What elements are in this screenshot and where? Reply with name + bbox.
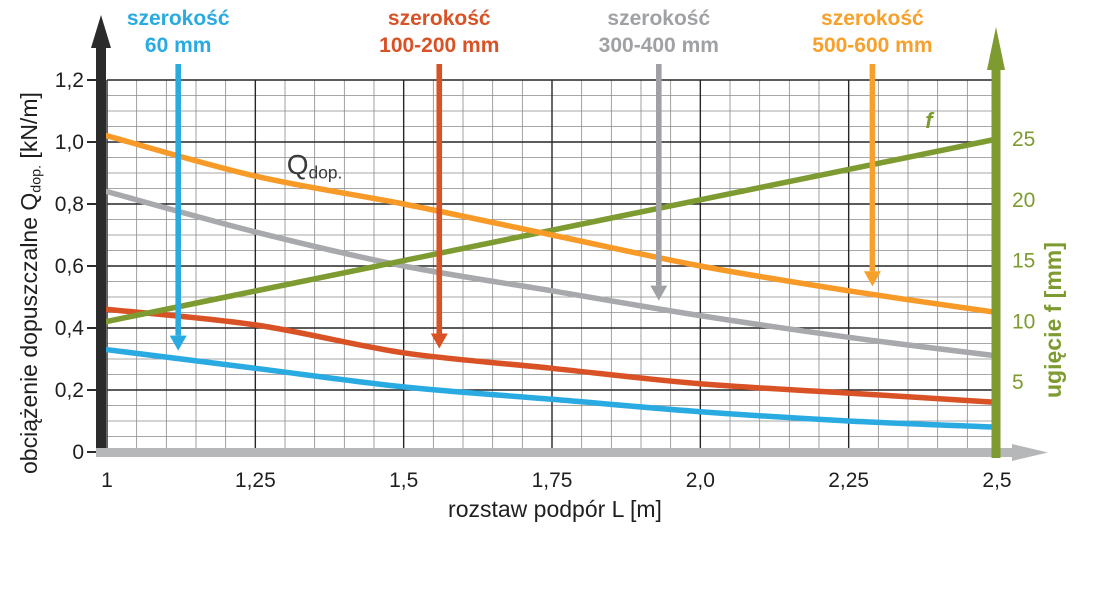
tick-labels: 0 0,2 0,4 0,6 0,8 1,0 1,2 1 1,25 1,5 1,75 2,0 2,25 2,… [55,69,1036,492]
svg-text:1,75: 1,75 [532,469,573,492]
y-axis-right [987,27,1005,458]
annotation-arrow-2 [650,64,668,301]
series-curve-4 [104,133,1000,316]
annotation-arrow-0 [169,64,187,351]
series-curve-1 [104,306,1000,406]
x-axis-baseline [96,444,1048,461]
svg-text:5: 5 [1012,371,1024,394]
svg-text:25: 25 [1012,128,1035,151]
annotation-arrow-3 [863,64,881,287]
svg-text:1: 1 [101,469,113,492]
svg-text:2,0: 2,0 [686,469,715,492]
svg-text:0,6: 0,6 [55,255,84,278]
svg-text:15: 15 [1012,250,1035,273]
svg-text:1,2: 1,2 [55,69,84,92]
svg-text:0,2: 0,2 [55,379,84,402]
svg-text:0,8: 0,8 [55,193,84,216]
svg-text:20: 20 [1012,189,1035,212]
series-curve-0 [104,346,1000,430]
y-axis-left [87,15,111,453]
svg-text:2,5: 2,5 [982,469,1011,492]
svg-text:2,25: 2,25 [828,469,869,492]
svg-text:0: 0 [72,441,84,464]
annotation-arrow-1 [430,64,448,349]
svg-text:1,25: 1,25 [235,469,276,492]
svg-text:1,0: 1,0 [55,131,84,154]
svg-text:0,4: 0,4 [55,317,85,340]
svg-text:10: 10 [1012,310,1035,333]
series-curve-3 [104,136,1000,325]
series-curve-2 [104,188,1000,359]
svg-text:1,5: 1,5 [389,469,418,492]
